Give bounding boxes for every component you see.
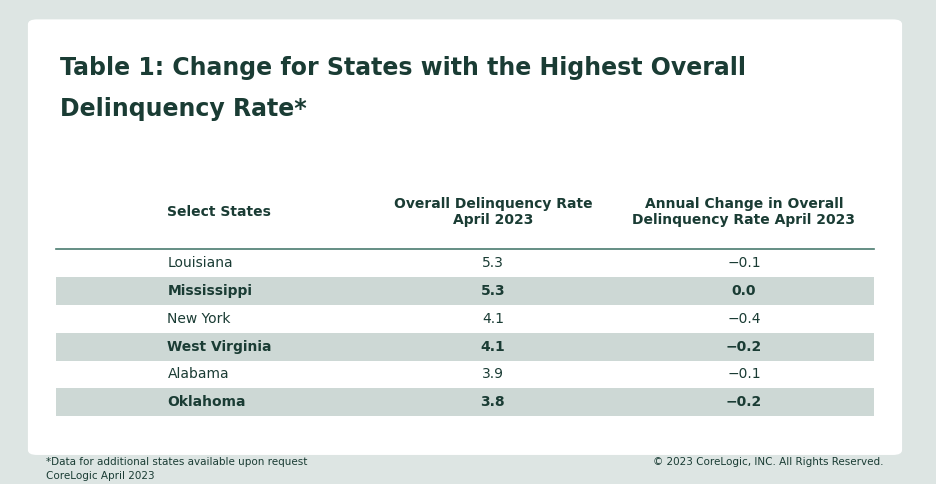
- FancyBboxPatch shape: [28, 19, 901, 455]
- Text: 5.3: 5.3: [481, 256, 504, 270]
- Text: −0.2: −0.2: [725, 340, 761, 354]
- Text: Alabama: Alabama: [168, 367, 228, 381]
- Text: Overall Delinquency Rate
April 2023: Overall Delinquency Rate April 2023: [393, 197, 592, 227]
- Text: Select States: Select States: [168, 205, 271, 219]
- Text: Annual Change in Overall
Delinquency Rate April 2023: Annual Change in Overall Delinquency Rat…: [632, 197, 855, 227]
- Text: CoreLogic April 2023: CoreLogic April 2023: [47, 471, 155, 481]
- Text: New York: New York: [168, 312, 230, 326]
- Text: 3.9: 3.9: [481, 367, 504, 381]
- Text: 4.1: 4.1: [480, 340, 505, 354]
- Text: Louisiana: Louisiana: [168, 256, 233, 270]
- Bar: [56, 305, 873, 333]
- Text: −0.4: −0.4: [726, 312, 760, 326]
- Text: Mississippi: Mississippi: [168, 284, 252, 298]
- Text: West Virginia: West Virginia: [168, 340, 271, 354]
- Bar: [56, 388, 873, 416]
- Text: Oklahoma: Oklahoma: [168, 395, 245, 409]
- Text: Table 1: Change for States with the Highest Overall: Table 1: Change for States with the High…: [61, 56, 746, 80]
- Text: −0.2: −0.2: [725, 395, 761, 409]
- Text: Delinquency Rate*: Delinquency Rate*: [61, 97, 307, 121]
- Text: −0.1: −0.1: [726, 256, 760, 270]
- Text: 4.1: 4.1: [481, 312, 504, 326]
- Text: © 2023 CoreLogic, INC. All Rights Reserved.: © 2023 CoreLogic, INC. All Rights Reserv…: [652, 457, 883, 468]
- Text: 0.0: 0.0: [731, 284, 755, 298]
- Bar: [56, 333, 873, 361]
- Bar: [56, 249, 873, 277]
- Bar: [56, 277, 873, 305]
- Bar: [56, 361, 873, 388]
- Text: −0.1: −0.1: [726, 367, 760, 381]
- Text: 3.8: 3.8: [480, 395, 505, 409]
- Text: 5.3: 5.3: [480, 284, 505, 298]
- Text: *Data for additional states available upon request: *Data for additional states available up…: [47, 457, 308, 468]
